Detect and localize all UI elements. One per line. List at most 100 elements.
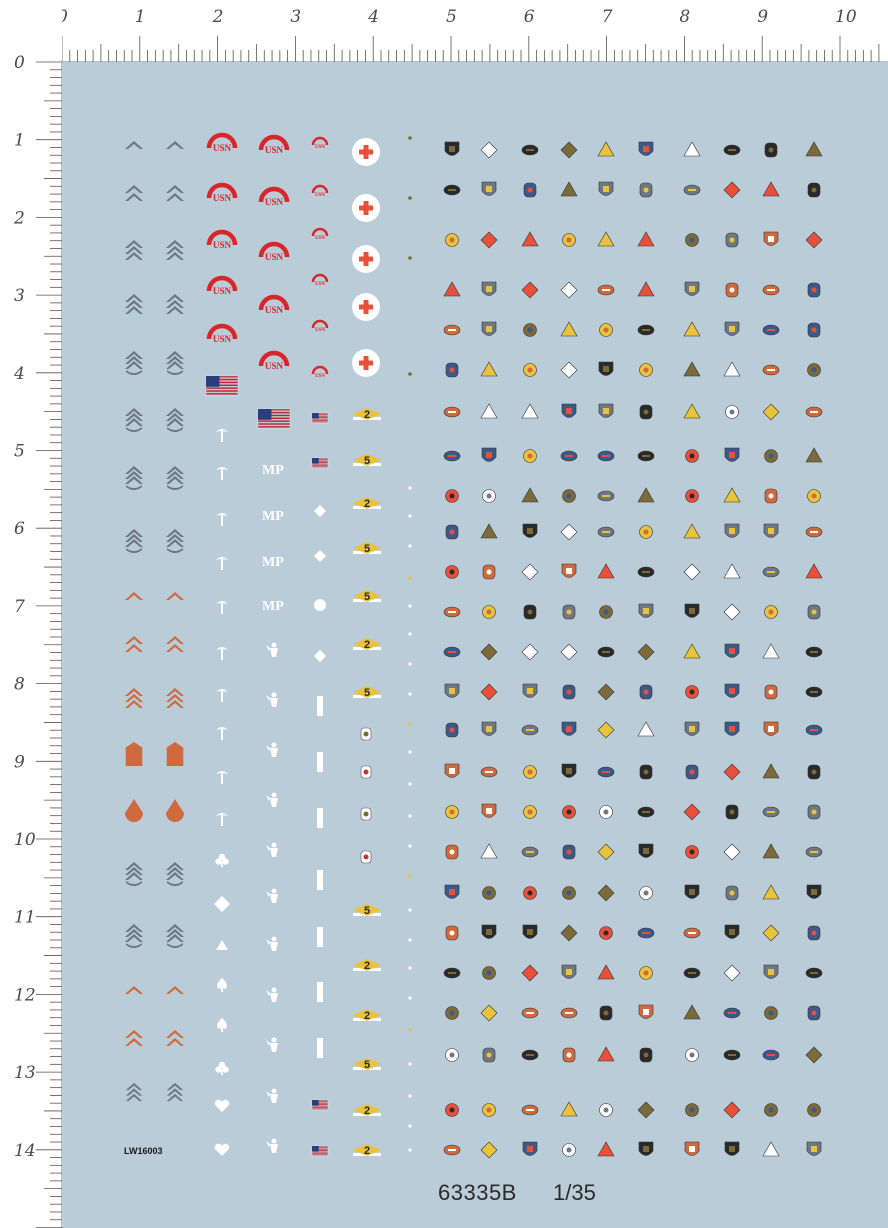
usn-arc: USN [206, 229, 238, 250]
unit-patch [562, 684, 576, 700]
usn-text: USN [265, 305, 284, 315]
spade-shape [217, 1018, 227, 1029]
patch-triangle [762, 884, 780, 900]
patch-center [729, 409, 735, 415]
flag-stripe [312, 460, 328, 462]
unit-patch [639, 764, 653, 780]
patch-center [449, 727, 455, 733]
cherub-head [271, 888, 277, 894]
patch-center [689, 1052, 695, 1058]
tiny-dot [408, 938, 412, 942]
palm-leaves [216, 467, 228, 470]
cherub-wing [266, 1040, 270, 1046]
palm-tree-symbol [216, 601, 228, 614]
unit-patch [445, 722, 459, 738]
patch-center [643, 187, 649, 193]
patch-diamond [637, 1101, 655, 1119]
unit-patch [762, 884, 780, 900]
unit-patch [764, 1103, 778, 1117]
unit-patch [480, 1004, 498, 1022]
palm-trunk [221, 690, 223, 702]
patch-triangle [637, 487, 655, 503]
patch-diamond [480, 231, 498, 249]
patch-diamond [560, 924, 578, 942]
patch-diamond [597, 843, 615, 861]
patch-emblem [566, 408, 572, 414]
patch-emblem [729, 1146, 735, 1152]
unit-patch [445, 1006, 459, 1020]
unit-patch [639, 966, 653, 980]
patch-emblem [643, 1009, 649, 1015]
unit-patch [683, 403, 701, 419]
unit-patch [523, 886, 537, 900]
unit-patch [683, 967, 701, 979]
flag-stripe [312, 1100, 328, 1101]
left-ruler-number: 12 [14, 985, 36, 1005]
unit-patch [638, 1004, 654, 1019]
mp-label: MP [262, 599, 284, 614]
unit-patch [685, 449, 699, 463]
flag-stripe [312, 462, 328, 463]
patch-center [566, 1147, 572, 1153]
diamond-symbol [214, 896, 230, 912]
patch-diamond [480, 643, 498, 661]
usn-text: USN [265, 145, 284, 155]
unit-patch [561, 964, 577, 979]
patch-center [643, 769, 649, 775]
small-insignia [360, 765, 372, 779]
unit-patch [805, 646, 823, 658]
unit-patch [807, 182, 821, 198]
unit-patch [445, 1103, 459, 1117]
palm-trunk [221, 468, 223, 480]
usn-arc: USN [258, 186, 290, 207]
palm-tree-symbol [216, 513, 228, 526]
patch-triangle [480, 523, 498, 539]
patch-diamond [597, 683, 615, 701]
patch-triangle [723, 563, 741, 579]
patch-triangle [762, 763, 780, 779]
left-ruler-number: 8 [14, 675, 25, 695]
left-ruler-number: 13 [14, 1063, 36, 1083]
unit-patch [638, 603, 654, 618]
small-insignia [360, 807, 372, 821]
patch-center [643, 409, 649, 415]
unit-patch [724, 321, 740, 336]
unit-patch [521, 231, 539, 247]
unit-patch [724, 683, 740, 698]
cherub-body [270, 1144, 278, 1153]
unit-patch [763, 964, 779, 979]
flag-stripe [312, 420, 328, 421]
patch-stripe [565, 455, 573, 457]
cherub-symbol [266, 842, 278, 857]
unit-patch [481, 924, 497, 939]
unit-patch [599, 1005, 613, 1021]
unit-patch [480, 361, 498, 377]
patch-center [689, 453, 695, 459]
patch-stripe [565, 1012, 573, 1014]
patch-center [527, 769, 533, 775]
unit-patch [482, 489, 496, 503]
flag-stripe [312, 465, 328, 466]
usn-text: USN [265, 361, 284, 371]
patch-emblem [486, 186, 492, 192]
patch-emblem [566, 969, 572, 975]
club-lobe [215, 858, 222, 865]
unit-patch [562, 1047, 576, 1063]
unit-patch [445, 844, 459, 860]
number-marker: 2 [353, 497, 381, 510]
patch-triangle [805, 563, 823, 579]
flag-stripe [312, 466, 328, 468]
mp-label: MP [262, 555, 284, 570]
unit-patch [807, 282, 821, 298]
insignia-center [363, 731, 369, 737]
unit-patch [443, 281, 461, 297]
unit-patch [762, 403, 780, 421]
gray-chevrons-bottom [125, 862, 184, 948]
patch-center [449, 849, 455, 855]
unit-patch [639, 525, 653, 539]
marker-diamond [353, 638, 381, 650]
usn-arc-shape [258, 134, 290, 151]
patch-stripe [602, 455, 610, 457]
